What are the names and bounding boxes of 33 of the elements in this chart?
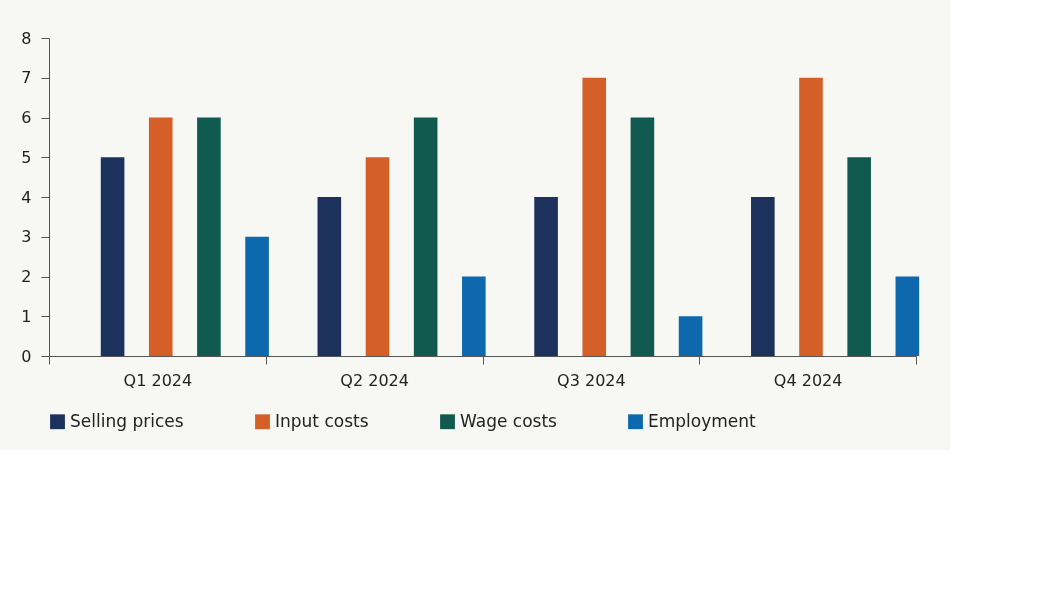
x-tick-label: Q4 2024 (773, 370, 843, 390)
y-tick-label: 1 (21, 306, 32, 326)
bar (799, 77, 823, 356)
bar (895, 276, 920, 356)
y-tick-label: 7 (21, 68, 32, 88)
legend-label: Wage costs (460, 410, 558, 431)
bar (534, 197, 558, 356)
bar (678, 316, 703, 356)
bar (582, 77, 607, 356)
x-tick-label: Q3 2024 (557, 370, 626, 390)
y-tick-label: 4 (21, 187, 32, 207)
y-tick-label: 0 (21, 346, 32, 366)
bar (847, 157, 871, 356)
y-tick-label: 5 (21, 147, 32, 167)
bar (462, 276, 486, 356)
x-tick-label: Q1 2024 (123, 370, 193, 390)
bar (100, 157, 125, 356)
y-tick-label: 2 (21, 267, 32, 286)
legend-label: Input costs (275, 410, 369, 431)
bar (317, 197, 342, 356)
y-tick-label: 6 (21, 108, 32, 127)
bar (148, 117, 173, 356)
bar (413, 117, 438, 356)
bar (365, 157, 390, 356)
bar (245, 236, 269, 356)
bar (751, 197, 775, 356)
legend-label: Employment (648, 410, 757, 431)
x-tick-label: Q2 2024 (340, 370, 409, 390)
legend-label: Selling prices (70, 410, 184, 431)
bar (630, 117, 655, 356)
bar (197, 117, 221, 356)
y-tick-label: 8 (21, 28, 32, 48)
y-tick-label: 3 (21, 227, 32, 247)
